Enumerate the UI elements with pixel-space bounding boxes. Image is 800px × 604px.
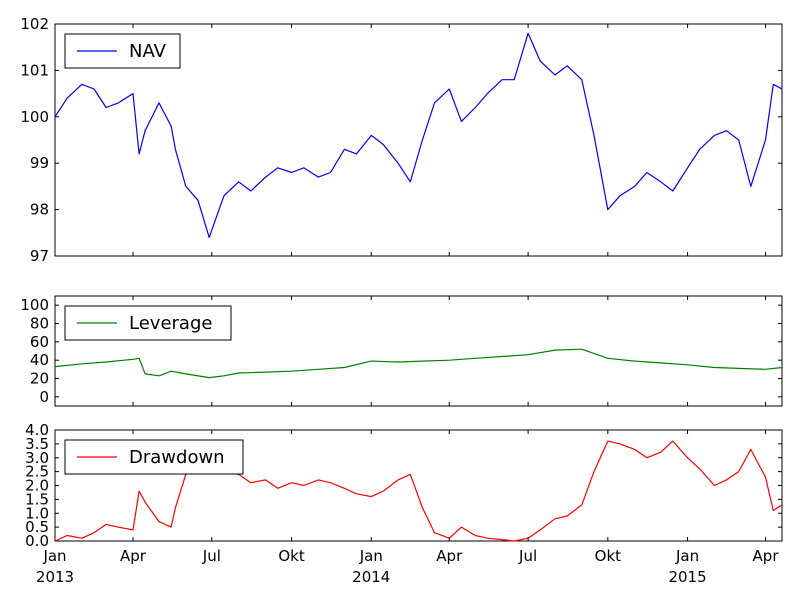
x-tick-label: Okt (278, 547, 304, 565)
y-tick-label: 4.0 (25, 421, 49, 439)
series-line-drawdown (54, 440, 783, 542)
y-tick-label: 1.5 (25, 490, 49, 508)
y-tick-label: 98 (30, 201, 49, 219)
plot-frame-0 (54, 23, 783, 257)
y-tick-label: 0 (39, 388, 49, 406)
plot-frame-1 (54, 295, 783, 407)
y-tick-label: 3.5 (25, 435, 49, 453)
y-tick-label: 101 (20, 61, 49, 79)
y-tick-label: 2.0 (25, 477, 49, 495)
x-tick-label: Apr (753, 547, 780, 565)
y-tick-label: 97 (30, 247, 49, 265)
y-tick-label: 3.0 (25, 449, 49, 467)
y-tick-label: 99 (30, 154, 49, 172)
y-tick-label: 100 (20, 108, 49, 126)
y-tick-label: 0.0 (25, 532, 49, 550)
x-year-label: 2015 (668, 568, 706, 586)
y-tick-label: 0.5 (25, 518, 49, 536)
x-tick-label: Okt (595, 547, 621, 565)
series-line-nav (54, 32, 783, 238)
y-tick-label: 100 (20, 296, 49, 314)
x-tick-label: Jan (675, 547, 699, 565)
y-tick-label: 1.0 (25, 504, 49, 522)
y-tick-label: 20 (30, 370, 49, 388)
x-tick-label: Jan (42, 547, 66, 565)
y-tick-label: 80 (30, 315, 49, 333)
x-tick-label: Jul (518, 547, 537, 565)
x-tick-label: Jul (202, 547, 221, 565)
x-year-label: 2014 (352, 568, 390, 586)
legend-label: Drawdown (129, 447, 225, 468)
y-tick-label: 102 (20, 15, 49, 33)
x-tick-label: Apr (120, 547, 147, 565)
y-tick-label: 2.5 (25, 463, 49, 481)
x-year-label: 2013 (36, 568, 74, 586)
series-line-leverage (54, 348, 783, 379)
y-tick-label: 40 (30, 351, 49, 369)
legend-label: Leverage (129, 313, 212, 334)
x-tick-label: Jan (359, 547, 383, 565)
legend-label: NAV (129, 41, 167, 62)
y-tick-label: 60 (30, 333, 49, 351)
x-tick-label: Apr (436, 547, 463, 565)
